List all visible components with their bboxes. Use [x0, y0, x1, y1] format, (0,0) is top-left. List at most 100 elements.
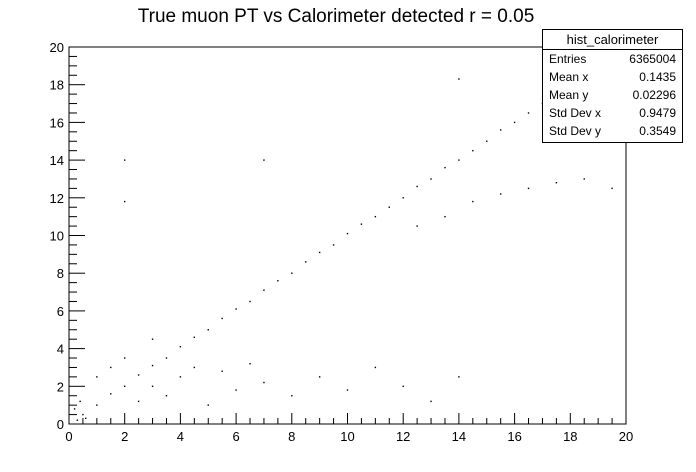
data-point — [221, 370, 223, 372]
y-tick-label: 6 — [57, 304, 64, 319]
data-point — [79, 400, 81, 403]
data-point — [277, 280, 279, 282]
data-point — [291, 395, 293, 397]
data-point — [527, 187, 530, 190]
stats-label: Mean y — [549, 88, 589, 102]
data-point — [583, 178, 585, 180]
data-point — [318, 376, 321, 378]
data-point — [513, 121, 516, 124]
y-tick-label: 16 — [50, 115, 64, 130]
data-point — [137, 374, 140, 376]
x-tick-label: 4 — [177, 429, 184, 444]
data-point — [291, 272, 293, 274]
data-point — [110, 393, 112, 395]
y-tick-label: 14 — [50, 153, 64, 168]
data-point — [137, 400, 140, 403]
data-point — [151, 338, 154, 340]
data-point — [472, 200, 474, 203]
data-point — [85, 417, 87, 420]
data-point — [374, 366, 377, 369]
y-tick-label: 8 — [57, 266, 64, 281]
data-point — [360, 223, 363, 225]
chart-title: True muon PT vs Calorimeter detected r =… — [138, 6, 535, 27]
data-point — [179, 376, 182, 378]
data-point — [96, 404, 98, 406]
x-tick-label: 2 — [121, 429, 128, 444]
x-tick-label: 6 — [232, 429, 239, 444]
data-point — [263, 289, 265, 291]
x-tick-label: 0 — [65, 429, 72, 444]
stats-row-stddev-y: Std Dev y 0.3549 — [543, 122, 682, 140]
data-point — [611, 187, 613, 190]
data-point — [444, 215, 446, 218]
stats-label: Std Dev y — [549, 124, 602, 138]
data-point — [263, 159, 265, 161]
stats-value: 0.9479 — [639, 106, 676, 120]
x-tick-label: 16 — [507, 429, 521, 444]
x-tick-label: 12 — [396, 429, 410, 444]
data-point — [124, 357, 126, 359]
stats-value: 0.3549 — [639, 124, 676, 138]
data-point — [430, 178, 432, 180]
data-point — [332, 244, 335, 246]
data-point — [486, 140, 488, 142]
x-tick-label: 10 — [340, 429, 354, 444]
x-tick-label: 14 — [452, 429, 466, 444]
data-point — [235, 389, 237, 391]
data-point — [527, 112, 530, 114]
data-point — [249, 362, 251, 365]
data-point — [555, 182, 558, 184]
data-point — [263, 381, 265, 384]
stats-row-stddev-x: Std Dev x 0.9479 — [543, 104, 682, 122]
data-point — [472, 149, 474, 152]
data-point — [402, 385, 404, 387]
data-point — [207, 404, 209, 406]
data-point — [458, 159, 460, 161]
data-point — [193, 366, 196, 369]
data-point — [430, 400, 432, 403]
data-point — [82, 413, 84, 416]
x-axis: 0 2 4 6 8 10 12 14 16 18 20 — [65, 413, 633, 444]
data-point — [416, 225, 418, 227]
data-point — [346, 232, 349, 235]
stats-box-title: hist_calorimeter — [543, 30, 682, 50]
data-point — [165, 395, 168, 397]
data-point — [124, 159, 126, 161]
data-point — [374, 215, 377, 218]
data-point — [124, 200, 126, 203]
stats-row-mean-y: Mean y 0.02296 — [543, 86, 682, 104]
data-point — [235, 308, 237, 310]
data-point — [165, 357, 168, 359]
y-tick-label: 0 — [57, 417, 64, 432]
data-point — [151, 364, 154, 367]
data-point — [124, 385, 126, 387]
y-tick-label: 2 — [57, 379, 64, 394]
data-point — [73, 408, 76, 410]
data-point — [151, 385, 154, 387]
data-point — [305, 261, 307, 263]
y-tick-label: 10 — [50, 229, 64, 244]
data-point — [96, 376, 98, 378]
data-points — [73, 78, 613, 421]
data-point — [444, 166, 446, 169]
data-point — [193, 336, 196, 338]
data-point — [207, 329, 209, 331]
data-point — [458, 78, 460, 80]
stats-row-mean-x: Mean x 0.1435 — [543, 68, 682, 86]
x-tick-label: 18 — [563, 429, 577, 444]
stats-value: 0.02296 — [632, 88, 676, 102]
stats-label: Entries — [549, 52, 587, 66]
data-point — [221, 317, 223, 320]
data-point — [346, 389, 349, 391]
data-point — [76, 419, 79, 421]
stats-box: hist_calorimeter Entries 6365004 Mean x … — [542, 29, 683, 143]
stats-row-entries: Entries 6365004 — [543, 50, 682, 68]
x-tick-label: 20 — [619, 429, 633, 444]
y-tick-label: 20 — [50, 40, 64, 55]
data-point — [249, 300, 251, 303]
data-point — [179, 346, 182, 348]
stats-label: Std Dev x — [549, 106, 602, 120]
x-tick-label: 8 — [288, 429, 295, 444]
data-point — [388, 206, 390, 208]
